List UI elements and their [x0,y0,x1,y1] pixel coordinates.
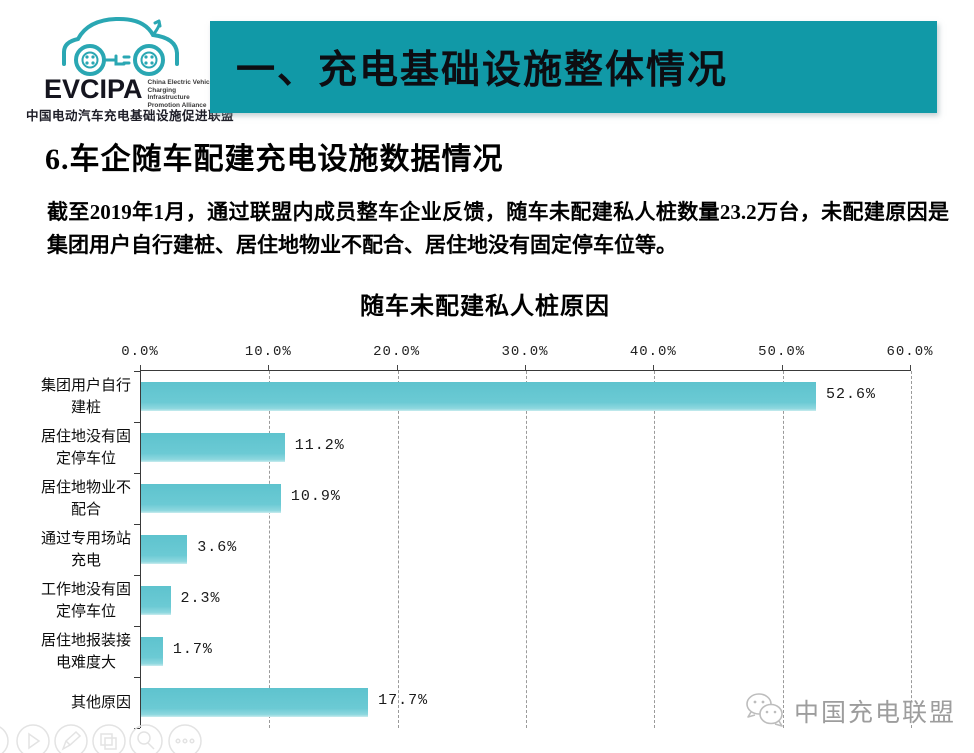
bar-row: 居住地物业不 配合 10.9% [41,473,911,524]
x-tick-label: 50.0% [758,344,806,360]
pencil-icon [54,724,88,753]
value-label: 17.7% [378,692,429,709]
x-tick-mark [525,365,526,370]
category-label: 居住地没有固 定停车位 [40,428,131,467]
play-icon [16,724,50,753]
category-label: 其他原因 [70,694,131,711]
x-tick-label: 10.0% [244,344,292,360]
gridline [654,371,656,728]
x-tick-label: 20.0% [373,344,421,360]
value-label: 11.2% [294,437,345,454]
evcipa-logo: EVCIPA China Electric Vehicle Charging I… [26,6,234,123]
ev-car-logo-icon [62,16,179,76]
bar [141,484,281,513]
plot-area: 集团用户自行 建桩 52.6% 居住地没有固 定停车位 11.2% 居住地物业不 配合 1… [41,370,912,729]
logo-subtitle: China Electric Vehicle Charging Infrastr… [147,79,216,109]
bar [141,382,817,411]
body-paragraph: 截至2019年1月，通过联盟内成员整车企业反馈，随车未配建私人桩数量23.2万台… [47,200,949,257]
bar-row: 其他原因 17.7% [71,677,911,728]
value-label: 3.6% [197,539,238,556]
x-tick-label: 60.0% [886,344,934,360]
category-label: 工作地没有固 定停车位 [40,581,131,620]
bar-row: 居住地报装接 电难度大 1.7% [41,626,911,677]
value-label: 52.6% [826,386,877,403]
bar [141,688,369,717]
category-label: 居住地物业不 配合 [40,479,131,518]
wechat-icon [746,693,783,727]
section-banner: 一、充电基础设施整体情况 [210,21,937,113]
gridline [526,371,527,728]
x-tick-mark [653,365,655,370]
gridline [911,371,912,728]
slides-icon [92,724,126,753]
banner-title: 一、充电基础设施整体情况 [236,49,729,92]
gridline [782,371,784,728]
bar-row: 通过专用场站 充电 3.6% [41,524,911,575]
x-tick-mark [268,365,270,370]
x-axis: 0.0% 10.0% 20.0% 30.0% 40.0% 50.0% 60.0% [121,344,933,370]
gridline [397,371,399,728]
y-axis-tick [134,371,140,372]
bar [141,535,188,564]
bar [141,586,171,615]
bar-row: 工作地没有固 定停车位 2.3% [41,575,911,626]
category-label: 集团用户自行 建桩 [40,377,131,416]
y-axis-tick [134,677,140,678]
logo-acronym: EVCIPA [44,74,143,104]
y-axis-tick [134,575,140,576]
watermark-text: 中国充电联盟 [794,700,957,727]
value-label: 2.3% [180,590,221,607]
category-label: 通过专用场站 充电 [40,530,131,569]
x-tick-mark [781,365,783,370]
circle-icon [0,726,9,753]
y-axis-tick [134,626,140,627]
logo-chinese-name: 中国电动汽车充电基础设施促进联盟 [26,109,235,123]
x-tick-label: 30.0% [501,344,549,360]
bar [141,433,285,462]
viewer-toolbar[interactable] [0,722,214,753]
page-title: 6.车企随车配建充电设施数据情况 [45,143,504,176]
x-tick-label: 40.0% [629,344,677,360]
x-tick-mark [396,365,398,370]
category-label: 居住地报装接 电难度大 [40,632,131,671]
ellipsis-icon [168,724,202,753]
bar-row: 集团用户自行 建桩 52.6% [41,371,911,422]
x-tick-label: 0.0% [121,344,159,360]
y-axis-tick [134,524,140,525]
chart-title: 随车未配建私人桩原因 [360,294,610,320]
x-tick-mark [910,365,911,370]
bar [141,637,163,666]
y-axis-tick [134,473,140,474]
gridline [269,371,271,728]
value-label: 1.7% [172,641,213,658]
bar-row: 居住地没有固 定停车位 11.2% [41,422,911,473]
x-tick-mark [140,365,141,370]
magnifier-icon [129,724,163,753]
value-label: 10.9% [290,488,341,505]
y-axis-tick [134,422,140,423]
watermark: 中国充电联盟 [742,690,956,732]
